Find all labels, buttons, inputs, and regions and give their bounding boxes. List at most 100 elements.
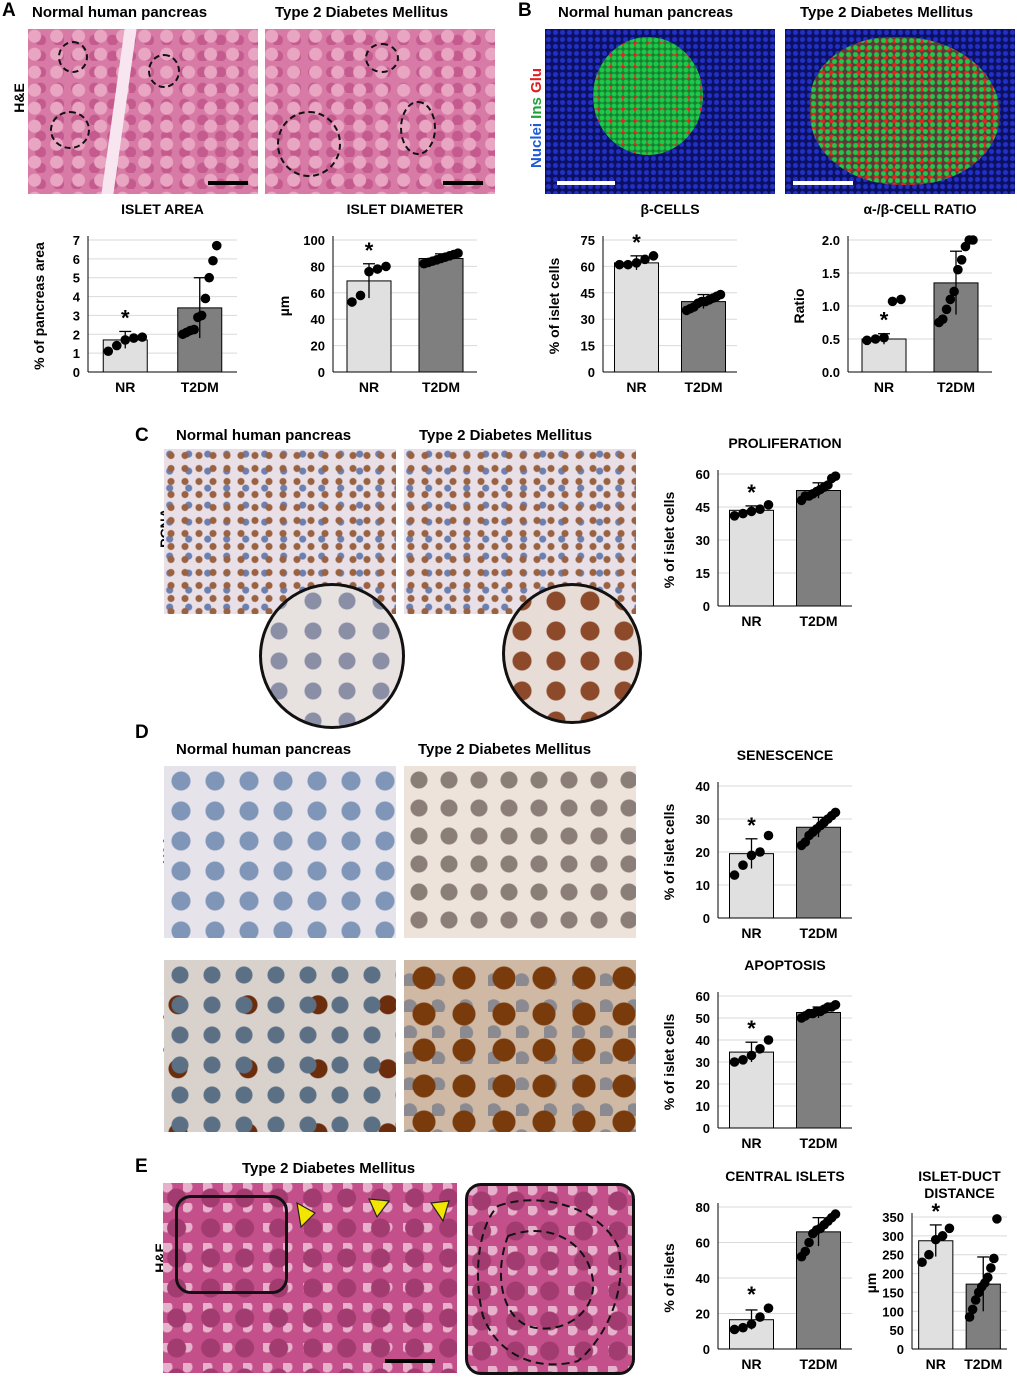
y-tick-label: 50 xyxy=(890,1323,904,1338)
x-tick-label: T2DM xyxy=(799,925,837,941)
stain-legend: Nuclei Ins Glu xyxy=(528,68,545,168)
x-tick-label: T2DM xyxy=(799,613,837,629)
y-tick-label: 5 xyxy=(73,271,80,286)
data-point xyxy=(953,264,963,275)
scale-bar xyxy=(385,1359,435,1363)
x-tick-label: NR xyxy=(626,379,646,395)
data-point xyxy=(103,346,114,357)
y-tick-label: 300 xyxy=(882,1229,904,1244)
data-point xyxy=(755,1044,765,1054)
chart-title: APOPTOSIS xyxy=(744,957,825,973)
y-axis-label: µm xyxy=(863,1273,879,1294)
scale-bar xyxy=(557,181,615,185)
scale-bar xyxy=(793,181,853,185)
y-tick-label: 0 xyxy=(588,365,595,380)
significance-star: * xyxy=(747,813,756,838)
data-point xyxy=(887,296,898,307)
x-tick-label: NR xyxy=(741,613,761,629)
y-tick-label: 1 xyxy=(73,346,80,361)
he-zoom-inset xyxy=(465,1183,635,1375)
chart-proliferation: PROLIFERATION % of islet cells 0 15 30 45 60 NR… xyxy=(661,435,852,629)
y-tick-label: 1.0 xyxy=(822,299,840,314)
chart-beta-cells: β-CELLS % of islet cells 0 15 30 45 60 75 NR * T2D… xyxy=(546,201,737,395)
significance-star: * xyxy=(121,305,130,330)
stain-glu: Glu xyxy=(528,67,545,93)
data-point xyxy=(738,1055,748,1065)
islet-outline xyxy=(50,111,90,149)
y-tick-label: 60 xyxy=(696,1236,710,1251)
islet-duct-outline xyxy=(477,1199,622,1366)
y-tick-label: 40 xyxy=(696,1271,710,1286)
data-point xyxy=(941,304,952,315)
data-point xyxy=(453,248,463,258)
arrowhead-icon xyxy=(296,1201,316,1229)
significance-star: * xyxy=(747,480,756,505)
panel-letter-a: A xyxy=(2,0,16,21)
data-point xyxy=(986,1263,996,1273)
data-point xyxy=(989,1253,999,1264)
y-tick-label: 200 xyxy=(882,1267,904,1282)
y-tick-label: 2 xyxy=(73,327,80,342)
data-point xyxy=(944,1223,955,1234)
data-point xyxy=(746,506,757,517)
y-tick-label: 40 xyxy=(696,1033,710,1048)
data-point xyxy=(830,1000,841,1010)
x-tick-label: NR xyxy=(741,925,761,941)
data-point xyxy=(200,293,211,304)
data-point xyxy=(729,870,740,880)
chart-title: ISLET AREA xyxy=(121,201,204,217)
data-point xyxy=(879,332,889,343)
y-tick-label: 7 xyxy=(73,233,80,248)
islet-outline xyxy=(148,54,180,88)
panel-letter-e: E xyxy=(135,1156,148,1177)
chart-title: β-CELLS xyxy=(640,201,699,217)
y-tick-label: 100 xyxy=(882,1304,904,1319)
data-point xyxy=(715,289,726,300)
y-tick-label: 2.0 xyxy=(822,233,840,248)
data-point xyxy=(830,471,841,481)
y-tick-label: 20 xyxy=(696,1077,710,1092)
data-point xyxy=(111,340,122,351)
data-point xyxy=(945,294,956,305)
y-tick-label: 30 xyxy=(696,812,710,827)
y-tick-label: 45 xyxy=(581,286,595,301)
significance-star: * xyxy=(632,230,641,255)
data-point xyxy=(970,1295,981,1305)
y-tick-label: 100 xyxy=(303,233,325,248)
y-tick-label: 15 xyxy=(581,339,595,354)
y-tick-label: 0 xyxy=(73,365,80,380)
data-point xyxy=(755,1312,765,1322)
data-point xyxy=(372,264,383,274)
data-point xyxy=(729,1324,740,1335)
y-tick-label: 4 xyxy=(73,290,81,305)
data-point xyxy=(937,314,948,324)
x-tick-label: NR xyxy=(115,379,135,395)
x-tick-label: T2DM xyxy=(964,1356,1002,1372)
data-point xyxy=(729,511,740,521)
data-point xyxy=(746,850,757,861)
y-tick-label: 75 xyxy=(581,233,595,248)
data-point xyxy=(830,1209,841,1219)
data-point xyxy=(211,240,222,251)
x-tick-label: NR xyxy=(741,1135,761,1151)
y-tick-label: 50 xyxy=(696,1011,710,1026)
header-t2dm-b: Type 2 Diabetes Mellitus xyxy=(800,4,974,21)
pcna-normal-image xyxy=(164,449,396,614)
y-tick-label: 0.0 xyxy=(822,365,840,380)
data-point xyxy=(738,860,748,870)
data-point xyxy=(738,1322,748,1333)
data-point xyxy=(956,255,967,265)
chart-title: DISTANCE xyxy=(924,1185,995,1201)
gh2ax-t2dm-image xyxy=(404,766,636,938)
data-point xyxy=(208,255,218,266)
y-tick-label: 0 xyxy=(703,599,710,614)
y-tick-label: 60 xyxy=(696,989,710,1004)
header-t2dm-e: Type 2 Diabetes Mellitus xyxy=(242,1160,416,1177)
x-tick-label: NR xyxy=(359,379,379,395)
pcna-t2dm-zoom-inset xyxy=(502,583,642,724)
islet xyxy=(593,37,703,155)
chart-title: α-/β-CELL RATIO xyxy=(863,201,976,217)
y-axis-label: % of islet cells xyxy=(546,258,562,355)
data-point xyxy=(196,310,207,321)
